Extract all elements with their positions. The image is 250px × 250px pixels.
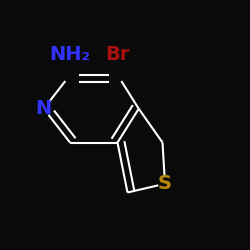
Text: N: N	[36, 99, 52, 118]
Text: S: S	[158, 174, 172, 193]
Text: NH₂: NH₂	[50, 46, 90, 64]
Text: Br: Br	[105, 46, 130, 64]
